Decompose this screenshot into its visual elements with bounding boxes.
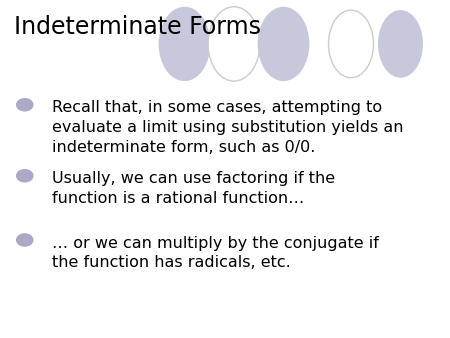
Ellipse shape bbox=[158, 7, 211, 81]
Circle shape bbox=[17, 234, 33, 246]
Text: Indeterminate Forms: Indeterminate Forms bbox=[14, 15, 261, 39]
Ellipse shape bbox=[328, 10, 374, 78]
Circle shape bbox=[17, 170, 33, 182]
Ellipse shape bbox=[257, 7, 310, 81]
Ellipse shape bbox=[208, 7, 260, 81]
Text: Usually, we can use factoring if the
function is a rational function…: Usually, we can use factoring if the fun… bbox=[52, 171, 335, 206]
Text: … or we can multiply by the conjugate if
the function has radicals, etc.: … or we can multiply by the conjugate if… bbox=[52, 236, 378, 270]
Text: Recall that, in some cases, attempting to
evaluate a limit using substitution yi: Recall that, in some cases, attempting t… bbox=[52, 100, 403, 155]
Ellipse shape bbox=[378, 10, 423, 78]
Circle shape bbox=[17, 99, 33, 111]
